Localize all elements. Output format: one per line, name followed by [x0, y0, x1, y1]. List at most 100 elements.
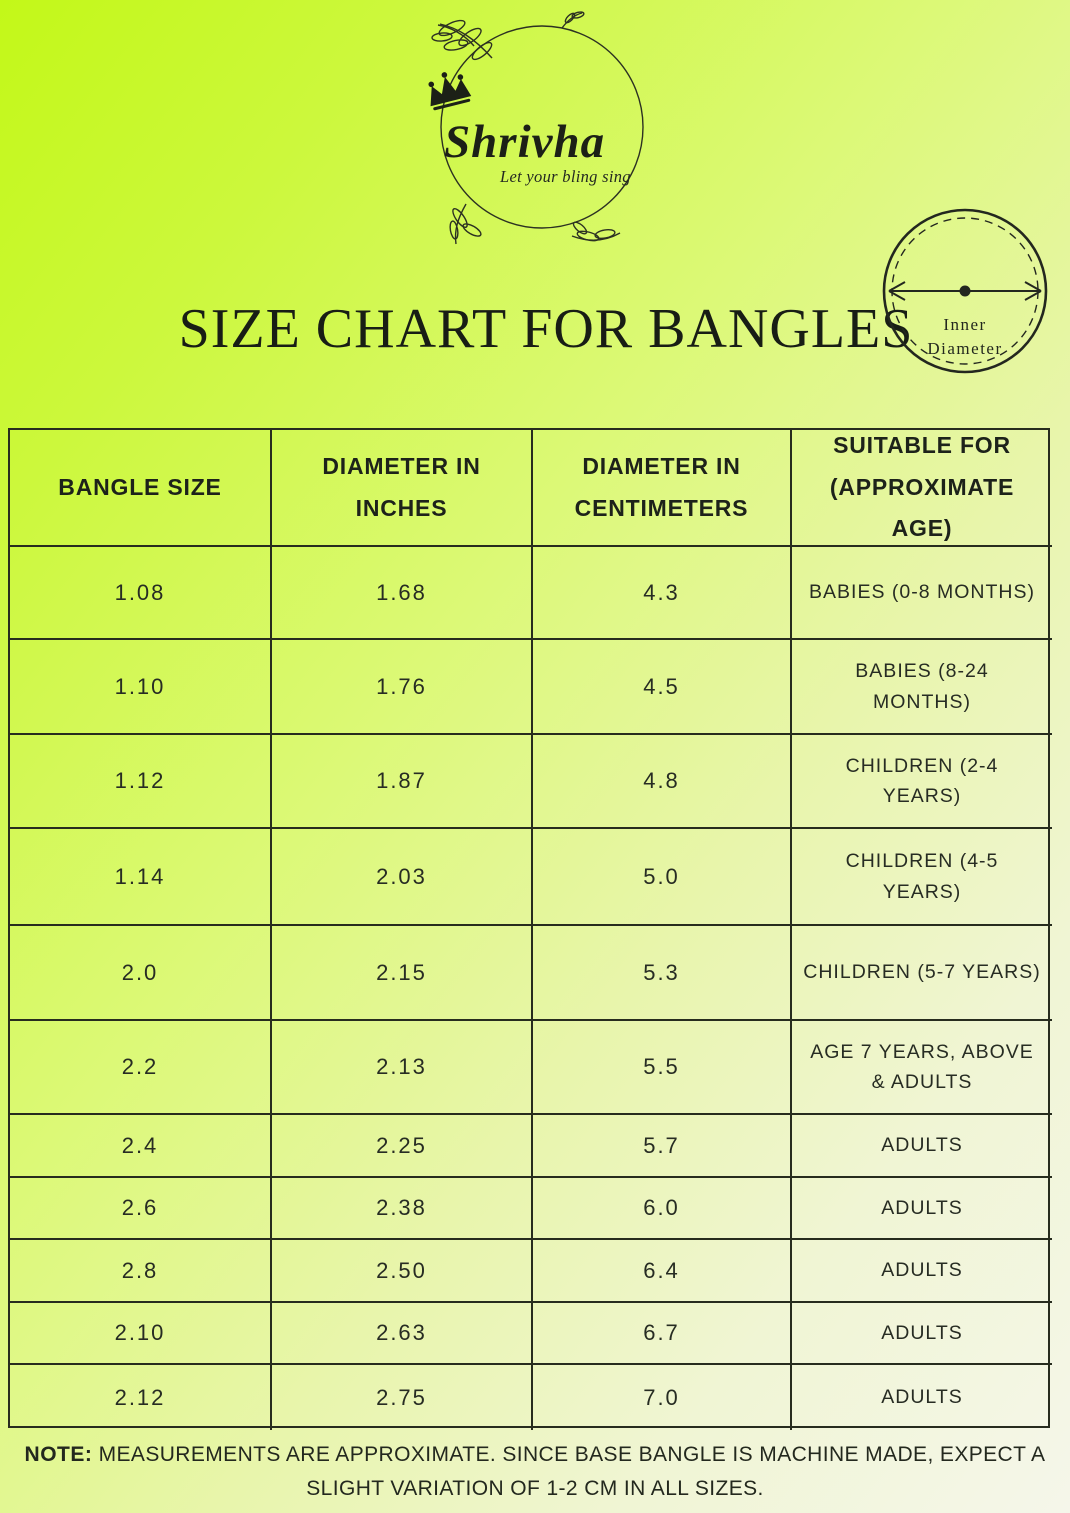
- cell-text: 1.08: [114, 579, 166, 605]
- cell-text: 2.4: [121, 1132, 159, 1158]
- cell-text: 1.76: [376, 673, 427, 699]
- note-text-line2: SLIGHT VARIATION OF 1-2 CM IN ALL SIZES.: [306, 1477, 764, 1501]
- cell-text: 2.13: [376, 1054, 427, 1079]
- diagram-label-line1: Inner: [943, 315, 986, 334]
- table-cell: 1.76: [272, 640, 533, 735]
- table-cell: CHILDREN (5-7 YEARS): [792, 926, 1052, 1021]
- table-cell: 1.68: [272, 547, 533, 640]
- page-title: SIZE CHART FOR BANGLES: [178, 298, 914, 360]
- cell-text: ADULTS: [881, 1386, 963, 1409]
- cell-text: 2.75: [376, 1384, 427, 1410]
- cell-text: 2.8: [121, 1257, 159, 1283]
- cell-text: AGE 7 YEARS, ABOVE & ADULTS: [810, 1040, 1034, 1093]
- table-cell: 2.38: [272, 1178, 533, 1240]
- brand-name: Shrivha: [444, 116, 605, 168]
- cell-text: DIAMETER IN INCHES: [322, 453, 481, 521]
- cell-text: 4.5: [643, 673, 680, 699]
- brand-logo: Shrivha Let your bling sing: [412, 6, 668, 250]
- table-header-cell: DIAMETER IN INCHES: [272, 430, 533, 547]
- table-cell: ADULTS: [792, 1240, 1052, 1303]
- table-cell: 6.4: [533, 1240, 792, 1303]
- cell-text: DIAMETER IN CENTIMETERS: [574, 453, 749, 521]
- cell-text: 2.03: [376, 863, 427, 889]
- table-cell: 2.10: [10, 1303, 272, 1365]
- table-cell: 7.0: [533, 1365, 792, 1430]
- table-cell: 4.3: [533, 547, 792, 640]
- cell-text: 5.5: [643, 1054, 680, 1079]
- cell-text: 1.87: [376, 768, 427, 793]
- table-cell: 2.25: [272, 1115, 533, 1178]
- table-cell: 2.12: [10, 1365, 272, 1430]
- table-cell: ADULTS: [792, 1178, 1052, 1240]
- cell-text: ADULTS: [881, 1196, 963, 1219]
- table-cell: 2.15: [272, 926, 533, 1021]
- cell-text: 5.7: [643, 1132, 680, 1158]
- cell-text: BANGLE SIZE: [58, 473, 222, 500]
- cell-text: ADULTS: [881, 1321, 963, 1344]
- cell-text: 2.15: [376, 959, 427, 985]
- table-cell: ADULTS: [792, 1303, 1052, 1365]
- table-cell: 5.5: [533, 1021, 792, 1115]
- table-cell: 5.7: [533, 1115, 792, 1178]
- cell-text: ADULTS: [881, 1134, 963, 1157]
- table-cell: 2.0: [10, 926, 272, 1021]
- cell-text: 1.14: [114, 863, 166, 889]
- cell-text: 2.0: [121, 959, 159, 985]
- note-text-line1: MEASUREMENTS ARE APPROXIMATE. SINCE BASE…: [98, 1443, 1046, 1466]
- cell-text: 4.3: [643, 579, 680, 605]
- diagram-label-line2: Diameter: [927, 339, 1002, 358]
- table-cell: 2.6: [10, 1178, 272, 1240]
- table-cell: 5.0: [533, 829, 792, 926]
- table-cell: 1.12: [10, 735, 272, 829]
- brand-tagline: Let your bling sing: [499, 167, 631, 186]
- table-cell: AGE 7 YEARS, ABOVE & ADULTS: [792, 1021, 1052, 1115]
- center-dot: [959, 285, 971, 297]
- cell-text: 2.50: [376, 1257, 427, 1283]
- note: NOTE: MEASUREMENTS ARE APPROXIMATE. SINC…: [0, 1438, 1070, 1506]
- table-cell: BABIES (8-24 MONTHS): [792, 640, 1052, 735]
- table-cell: 2.8: [10, 1240, 272, 1303]
- table-header-cell: BANGLE SIZE: [10, 430, 272, 547]
- table-cell: 1.87: [272, 735, 533, 829]
- cell-text: 4.8: [643, 768, 680, 793]
- table-cell: 2.63: [272, 1303, 533, 1365]
- table-cell: ADULTS: [792, 1365, 1052, 1430]
- table-cell: 4.5: [533, 640, 792, 735]
- cell-text: 2.6: [121, 1195, 159, 1220]
- table-cell: CHILDREN (2-4 YEARS): [792, 735, 1052, 829]
- cell-text: CHILDREN (2-4 YEARS): [845, 754, 999, 807]
- floral-wreath-icon: Shrivha Let your bling sing: [428, 11, 644, 245]
- cell-text: 1.68: [376, 579, 427, 605]
- cell-text: 7.0: [643, 1384, 680, 1410]
- note-label: NOTE:: [24, 1443, 93, 1466]
- cell-text: BABIES (0-8 MONTHS): [809, 581, 1035, 604]
- cell-text: 1.12: [114, 768, 166, 793]
- table-cell: 4.8: [533, 735, 792, 829]
- table-cell: 2.50: [272, 1240, 533, 1303]
- cell-text: 1.10: [114, 673, 166, 699]
- cell-text: 5.3: [643, 959, 680, 985]
- table-cell: 2.13: [272, 1021, 533, 1115]
- cell-text: 5.0: [643, 863, 680, 889]
- size-table: BANGLE SIZE DIAMETER IN INCHES DIAMETER IN…: [8, 428, 1052, 1430]
- table-cell: 6.0: [533, 1178, 792, 1240]
- table-cell: 1.14: [10, 829, 272, 926]
- table-cell: 2.2: [10, 1021, 272, 1115]
- cell-text: CHILDREN (5-7 YEARS): [803, 961, 1041, 984]
- cell-text: SUITABLE FOR (APPROXIMATE AGE): [829, 432, 1015, 542]
- cell-text: 6.0: [643, 1195, 680, 1220]
- table-header-cell: SUITABLE FOR (APPROXIMATE AGE): [792, 430, 1052, 547]
- inner-diameter-diagram: Inner Diameter: [873, 194, 1057, 390]
- cell-text: 2.12: [114, 1384, 166, 1410]
- table-cell: ADULTS: [792, 1115, 1052, 1178]
- cell-text: CHILDREN (4-5 YEARS): [845, 850, 999, 903]
- cell-text: 2.38: [376, 1195, 427, 1220]
- table-cell: CHILDREN (4-5 YEARS): [792, 829, 1052, 926]
- crown-icon: [428, 72, 472, 111]
- table-cell: 2.4: [10, 1115, 272, 1178]
- cell-text: 2.63: [376, 1320, 427, 1345]
- table-cell: 1.10: [10, 640, 272, 735]
- table-cell: 5.3: [533, 926, 792, 1021]
- wreath-circle: [440, 25, 644, 229]
